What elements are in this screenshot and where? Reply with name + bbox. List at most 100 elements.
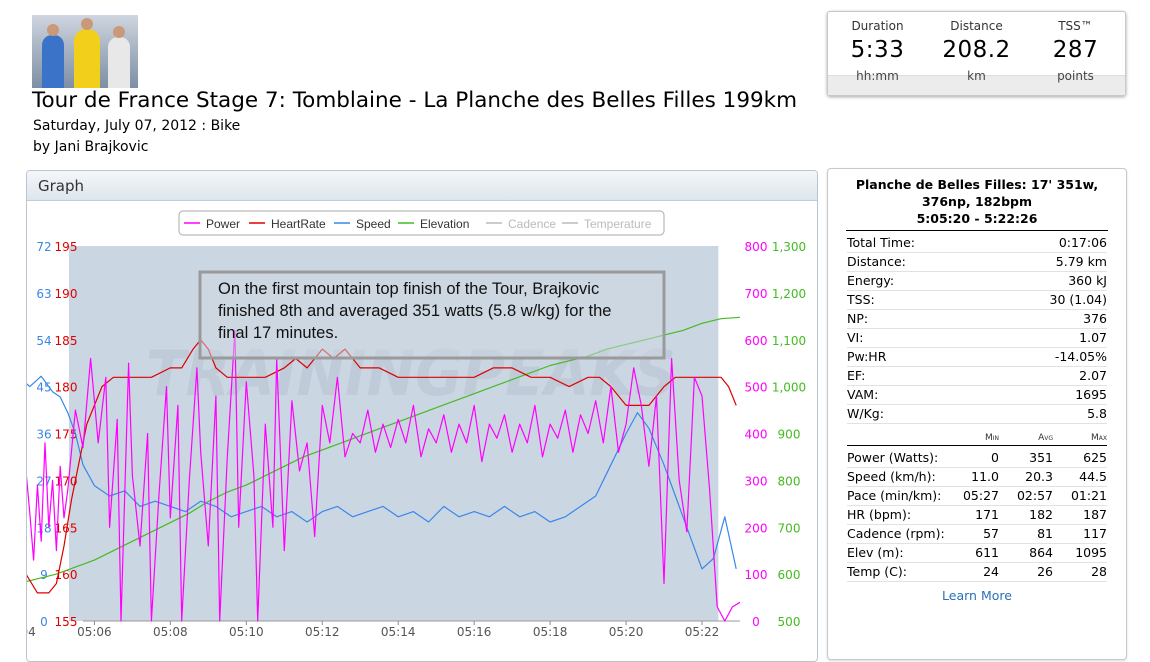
- legend-item-temperature: Temperature: [584, 217, 652, 231]
- summary-distance: Distance 208.2 km: [927, 12, 1026, 83]
- minmax-min: 24: [983, 564, 999, 579]
- minmax-row: Speed (km/h): 11.0 20.3 44.5: [847, 467, 1107, 487]
- elevation-tick-label: 800: [778, 474, 801, 488]
- x-tick-label: 05:06: [77, 625, 112, 639]
- learn-more-link[interactable]: Learn More: [942, 588, 1012, 603]
- minmax-max: 44.5: [1079, 469, 1107, 484]
- summary-box: Duration 5:33 hh:mm Distance 208.2 km TS…: [827, 11, 1126, 96]
- minmax-label: Speed (km/h):: [847, 469, 936, 484]
- stat-value: 376: [1083, 311, 1107, 326]
- x-tick-label: 05:18: [533, 625, 568, 639]
- minmax-max: 01:21: [1070, 488, 1107, 503]
- annotation-text: On the first mountain top finish of the …: [218, 280, 599, 298]
- power-tick-label: 700: [745, 287, 768, 301]
- minmax-avg: 351: [1029, 450, 1053, 465]
- minmax-row: HR (bpm): 171 182 187: [847, 505, 1107, 525]
- minmax-label: Power (Watts):: [847, 450, 939, 465]
- elevation-tick-label: 600: [778, 568, 801, 582]
- graph-title: Graph: [38, 177, 85, 195]
- annotation-text: finished 8th and averaged 351 watts (5.8…: [218, 302, 612, 320]
- summary-duration: Duration 5:33 hh:mm: [828, 12, 927, 83]
- x-tick-label: 05:04: [26, 625, 36, 639]
- power-tick-label: 800: [745, 240, 768, 254]
- minmax-row: Cadence (rpm): 57 81 117: [847, 524, 1107, 544]
- minmax-avg: 20.3: [1025, 469, 1053, 484]
- heartrate-tick-label: 160: [55, 568, 78, 582]
- elevation-tick-label: 500: [778, 615, 801, 629]
- summary-unit: hh:mm: [856, 69, 899, 83]
- stat-value: -14.05%: [1054, 349, 1107, 364]
- stat-label: Distance:: [847, 254, 906, 269]
- stat-label: W/Kg:: [847, 406, 884, 421]
- power-tick-label: 300: [745, 474, 768, 488]
- minmax-label: Elev (m):: [847, 545, 904, 560]
- minmax-row: Temp (C): 24 26 28: [847, 562, 1107, 582]
- legend-item-speed: Speed: [356, 217, 391, 231]
- stat-value: 0:17:06: [1058, 235, 1107, 250]
- elevation-tick-label: 900: [778, 428, 801, 442]
- heartrate-tick-label: 175: [55, 428, 78, 442]
- summary-tss: TSS™ 287 points: [1026, 12, 1125, 83]
- minmax-max: 625: [1083, 450, 1107, 465]
- power-series-line: [27, 329, 741, 622]
- page-title: Tour de France Stage 7: Tomblaine - La P…: [32, 88, 798, 113]
- x-tick-label: 05:20: [609, 625, 644, 639]
- x-tick-label: 05:12: [305, 625, 340, 639]
- stat-label: VI:: [847, 330, 864, 345]
- stat-label: Total Time:: [847, 235, 915, 250]
- max-header: Max: [1091, 433, 1107, 443]
- stat-row: Total Time: 0:17:06: [847, 233, 1107, 253]
- summary-value: 5:33: [850, 37, 905, 63]
- min-header: Min: [984, 433, 999, 443]
- minmax-label: Temp (C):: [847, 564, 907, 579]
- athlete-photo: [32, 15, 138, 88]
- legend-item-power: Power: [206, 217, 240, 231]
- stat-value: 360 kJ: [1068, 273, 1107, 288]
- stat-label: Pw:HR: [847, 349, 887, 364]
- speed-series-line: [27, 375, 737, 570]
- heartrate-tick-label: 185: [55, 334, 78, 348]
- elevation-tick-label: 1,300: [772, 240, 806, 254]
- minmax-min: 0: [991, 450, 999, 465]
- graph-panel: Graph TRAININGPEAKS 72 195 800 1,300 63 190 700…: [26, 170, 818, 662]
- minmax-min: 05:27: [962, 488, 999, 503]
- stat-value: 1.07: [1079, 330, 1107, 345]
- x-tick-label: 05:10: [229, 625, 264, 639]
- minmax-avg: 81: [1037, 526, 1053, 541]
- stat-row: Distance: 5.79 km: [847, 252, 1107, 272]
- athlete-byline: by Jani Brajkovic: [33, 139, 149, 155]
- stat-label: TSS:: [847, 292, 875, 307]
- elevation-tick-label: 1,200: [772, 287, 806, 301]
- summary-unit: points: [1057, 69, 1094, 83]
- minmax-label: Cadence (rpm):: [847, 526, 945, 541]
- minmax-avg: 26: [1037, 564, 1053, 579]
- stat-label: VAM:: [847, 387, 879, 402]
- segment-stats-panel: Planche de Belles Filles: 17' 351w, 376n…: [827, 168, 1127, 660]
- summary-label: Duration: [851, 19, 904, 33]
- heartrate-tick-label: 195: [55, 240, 78, 254]
- stat-value: 30 (1.04): [1049, 292, 1107, 307]
- elevation-tick-label: 700: [778, 521, 801, 535]
- speed-tick-label: 45: [36, 381, 51, 395]
- legend-item-heartrate: HeartRate: [271, 217, 326, 231]
- minmax-min: 171: [975, 507, 999, 522]
- annotation-box: [198, 270, 666, 360]
- minmax-row: Pace (min/km): 05:27 02:57 01:21: [847, 486, 1107, 506]
- legend-item-elevation: Elevation: [420, 217, 469, 231]
- x-tick-label: 05:14: [381, 625, 416, 639]
- stat-value: 1695: [1075, 387, 1107, 402]
- stat-row: VI: 1.07: [847, 328, 1107, 348]
- minmax-header: Min Avg Max: [847, 431, 1107, 446]
- segment-name: Planche de Belles Filles: 17' 351w, 376n…: [855, 177, 1099, 209]
- stat-row: EF: 2.07: [847, 366, 1107, 386]
- minmax-min: 57: [983, 526, 999, 541]
- power-tick-label: 600: [745, 334, 768, 348]
- minmax-row: Elev (m): 611 864 1095: [847, 543, 1107, 563]
- minmax-avg: 02:57: [1016, 488, 1053, 503]
- segment-title: Planche de Belles Filles: 17' 351w, 376n…: [828, 169, 1126, 227]
- elevation-tick-label: 1,000: [772, 381, 806, 395]
- stat-row: VAM: 1695: [847, 385, 1107, 405]
- speed-tick-label: 36: [36, 428, 51, 442]
- minmax-min: 11.0: [971, 469, 999, 484]
